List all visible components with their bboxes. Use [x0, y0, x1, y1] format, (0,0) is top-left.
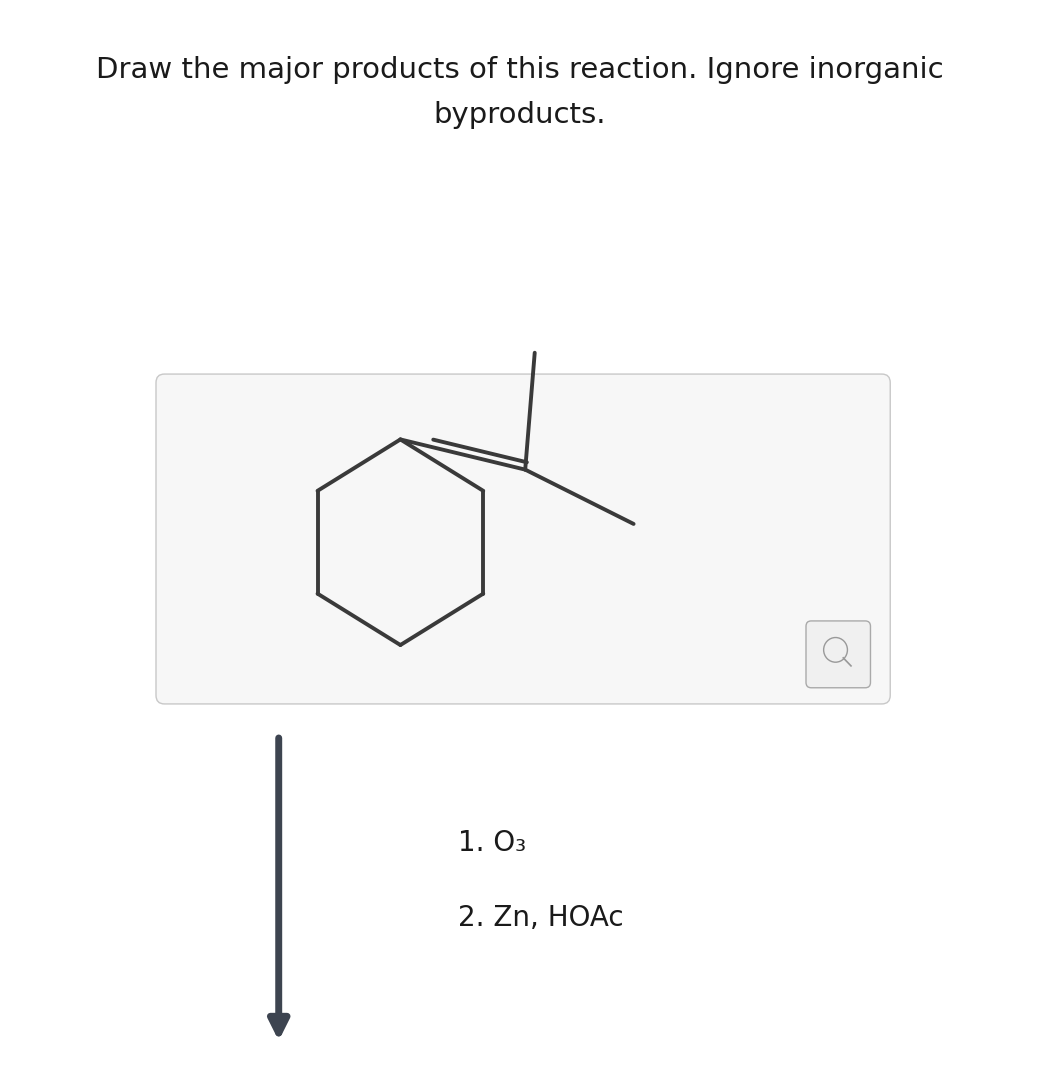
Text: 2. Zn, HOAc: 2. Zn, HOAc	[458, 904, 623, 932]
Text: 1. O₃: 1. O₃	[458, 829, 526, 857]
Text: byproducts.: byproducts.	[434, 101, 606, 129]
Text: Draw the major products of this reaction. Ignore inorganic: Draw the major products of this reaction…	[96, 56, 944, 84]
FancyBboxPatch shape	[806, 621, 870, 688]
FancyBboxPatch shape	[156, 374, 890, 704]
